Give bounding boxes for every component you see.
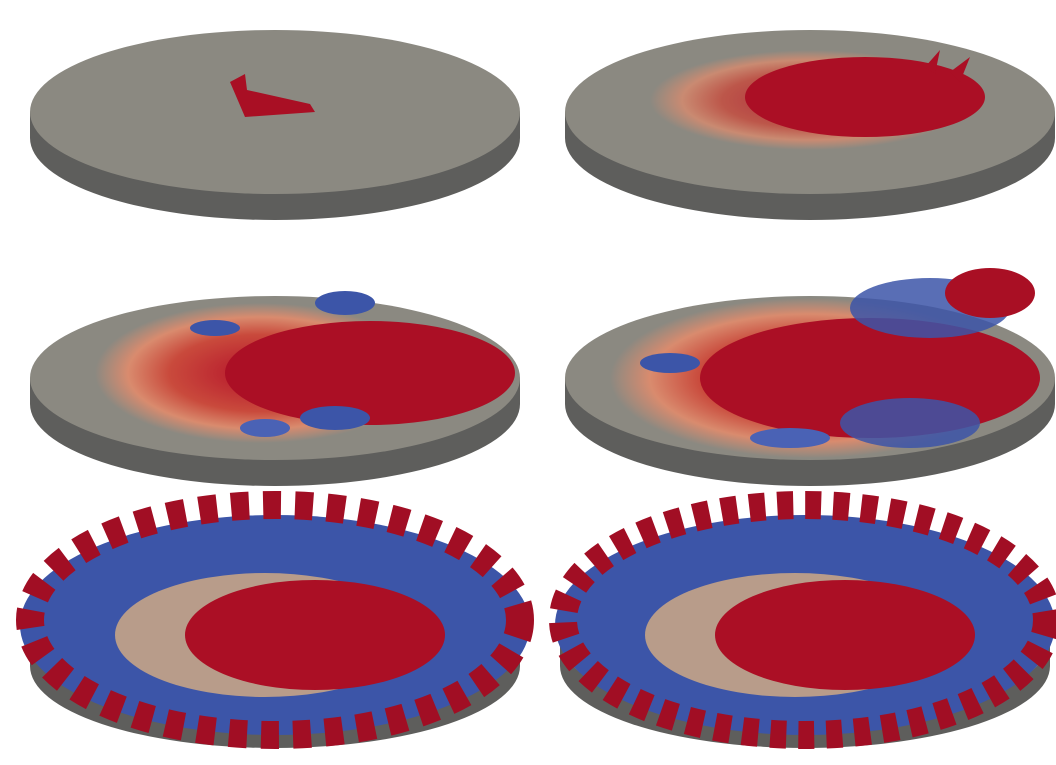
- fluid-blob: [715, 580, 975, 690]
- fluid-blob: [945, 268, 1035, 318]
- panel-6: [549, 491, 1056, 749]
- fluid-blob: [185, 580, 445, 690]
- panel-2: [565, 30, 1055, 220]
- blue-patch: [840, 398, 980, 448]
- fluid-blob: [225, 321, 515, 425]
- panel-5: [16, 491, 534, 749]
- panel-1: [30, 30, 520, 220]
- blue-patch: [190, 320, 240, 336]
- blue-patch: [315, 291, 375, 315]
- fluid-blob: [925, 50, 970, 82]
- red-fringe: [16, 491, 534, 749]
- red-fringe: [549, 491, 1056, 749]
- fluid-blob: [230, 74, 315, 117]
- blue-patch: [750, 428, 830, 448]
- blue-patch: [240, 419, 290, 437]
- disk: [30, 30, 520, 220]
- fluid-blob: [745, 57, 985, 137]
- blue-patch: [300, 406, 370, 430]
- panel-4: [565, 268, 1055, 486]
- panel-3: [30, 291, 520, 486]
- blue-patch: [640, 353, 700, 373]
